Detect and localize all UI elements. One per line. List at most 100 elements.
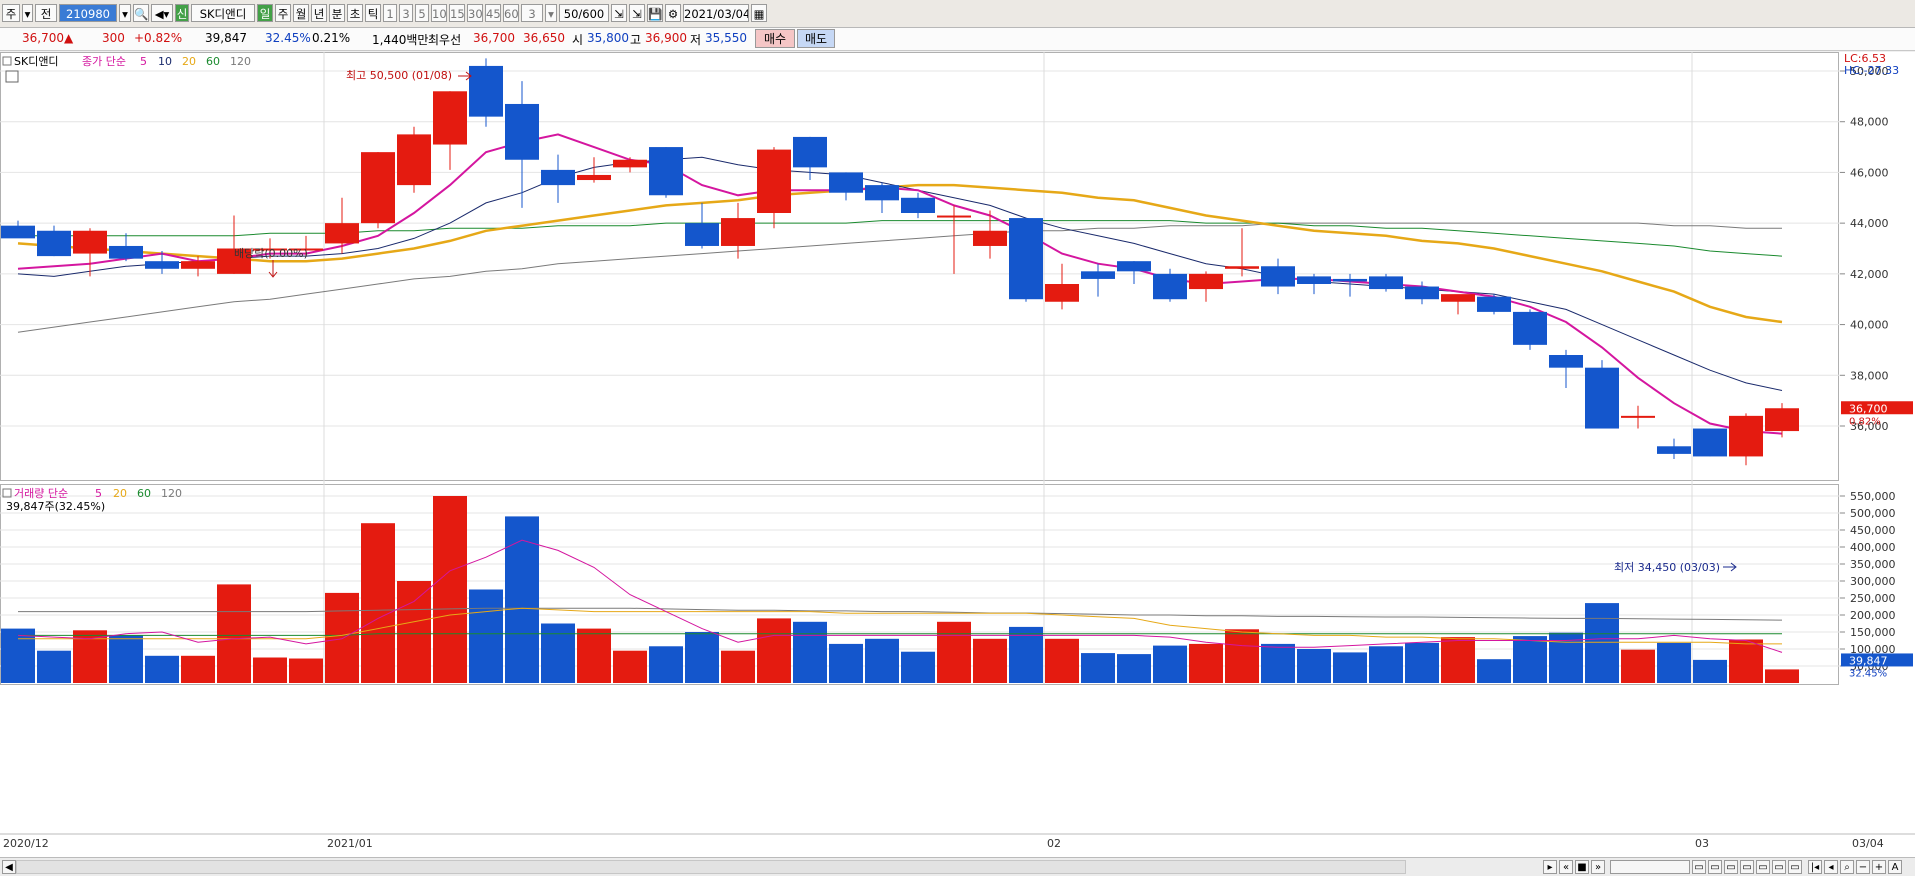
settings-icon[interactable]: ⚙ bbox=[665, 4, 681, 22]
volume-bar bbox=[901, 651, 935, 683]
volume-bar bbox=[1045, 638, 1079, 683]
stock-code-input[interactable]: 210980 bbox=[59, 4, 117, 22]
volume-bar bbox=[109, 635, 143, 683]
layout-icon[interactable]: ▭ bbox=[1756, 860, 1770, 874]
font-size-icon[interactable]: A bbox=[1888, 860, 1902, 874]
chart-area[interactable]: 36,000 38,000 40,000 42,000 44,000 46,000 48,0… bbox=[0, 52, 1915, 857]
scroll-left-button[interactable]: ◀ bbox=[2, 860, 16, 874]
volume-bar bbox=[1693, 659, 1727, 683]
price-legend-name: SK디앤디 bbox=[14, 55, 59, 68]
sound-icon[interactable]: ◀▾ bbox=[151, 4, 173, 22]
calendar-icon[interactable]: ▦ bbox=[751, 4, 767, 22]
period-month[interactable]: 월 bbox=[293, 4, 309, 22]
candle-body bbox=[145, 261, 179, 269]
volume-bar bbox=[217, 584, 251, 683]
volume-bar bbox=[613, 650, 647, 683]
layout-icon[interactable]: ▭ bbox=[1692, 860, 1706, 874]
chart-mode[interactable]: 전 bbox=[35, 4, 57, 22]
hc-label: HC:-27.33 bbox=[1844, 64, 1899, 77]
rewind-icon[interactable]: « bbox=[1559, 860, 1573, 874]
interval-45[interactable]: 45 bbox=[485, 4, 501, 22]
candle-body bbox=[1729, 415, 1763, 457]
zoom-slider[interactable] bbox=[1610, 860, 1690, 874]
zoom-in-icon[interactable]: + bbox=[1872, 860, 1886, 874]
compare-icon[interactable]: ⇲ bbox=[629, 4, 645, 22]
date-input[interactable]: 2021/03/04 bbox=[683, 4, 749, 22]
interval-5[interactable]: 5 bbox=[415, 4, 429, 22]
stop-icon[interactable]: ■ bbox=[1575, 860, 1589, 874]
search-icon[interactable]: ⌕ bbox=[1840, 860, 1854, 874]
volume-badge-pct: 32.45% bbox=[1849, 668, 1887, 679]
candle-body bbox=[1333, 278, 1367, 282]
period-tick[interactable]: 틱 bbox=[365, 4, 381, 22]
crosshair-icon[interactable]: ⇲ bbox=[611, 4, 627, 22]
period-year[interactable]: 년 bbox=[311, 4, 327, 22]
turnover-rate: 0.21% bbox=[312, 31, 351, 45]
volume-bar bbox=[397, 581, 431, 683]
candle-body bbox=[1585, 367, 1619, 429]
interval-1[interactable]: 1 bbox=[383, 4, 397, 22]
layout-icon[interactable]: ▭ bbox=[1708, 860, 1722, 874]
candle-body bbox=[1009, 218, 1043, 300]
stock-code-dropdown[interactable]: ▾ bbox=[119, 4, 131, 22]
prev-icon[interactable]: ◂ bbox=[1824, 860, 1838, 874]
candle-body bbox=[1693, 428, 1727, 457]
candle-body bbox=[1117, 261, 1151, 272]
chart-type-dropdown[interactable]: ▾ bbox=[22, 4, 33, 22]
volume-bar bbox=[253, 657, 287, 683]
sell-button[interactable]: 매도 bbox=[797, 29, 835, 48]
up-arrow-icon: ▲ bbox=[64, 31, 74, 45]
price-tick-label: 38,000 bbox=[1850, 369, 1889, 382]
stock-name[interactable]: SK디앤디 bbox=[191, 4, 255, 22]
interval-custom[interactable]: 3 bbox=[521, 4, 543, 22]
price-tick-label: 36,000 bbox=[1850, 420, 1889, 433]
search-icon[interactable]: 🔍 bbox=[133, 4, 149, 22]
new-badge[interactable]: 신 bbox=[175, 4, 189, 22]
interval-3[interactable]: 3 bbox=[399, 4, 413, 22]
layout-icon[interactable]: ▭ bbox=[1724, 860, 1738, 874]
period-week[interactable]: 주 bbox=[275, 4, 291, 22]
interval-30[interactable]: 30 bbox=[467, 4, 483, 22]
chart-svg[interactable]: 36,000 38,000 40,000 42,000 44,000 46,000 48,0… bbox=[0, 52, 1915, 857]
volume-tick-label: 500,000 bbox=[1850, 507, 1896, 520]
interval-60[interactable]: 60 bbox=[503, 4, 519, 22]
volume-legend-period: 5 bbox=[95, 487, 102, 500]
bid-price: 36,650 bbox=[523, 31, 565, 45]
price-panel bbox=[0, 52, 1839, 481]
volume-bar bbox=[289, 658, 323, 683]
period-second[interactable]: 초 bbox=[347, 4, 363, 22]
range-count[interactable]: 50/600 bbox=[559, 4, 609, 22]
bottom-scroll-bar: ◀ ▸ « ■ » ▭ ▭ ▭ ▭ ▭ ▭ ▭ |◂ ◂ ⌕ − + A bbox=[0, 857, 1915, 876]
toolbar: 주 ▾ 전 210980 ▾ 🔍 ◀▾ 신 SK디앤디 일 주 월 년 분 초 틱 1 3 5 10 15 30 45 60 3… bbox=[0, 0, 1915, 28]
volume-bar bbox=[1225, 629, 1259, 683]
volume-bar bbox=[1333, 652, 1367, 683]
buy-button[interactable]: 매수 bbox=[755, 29, 795, 48]
candle-body bbox=[1189, 273, 1223, 290]
interval-dropdown[interactable]: ▾ bbox=[545, 4, 557, 22]
volume-bar bbox=[181, 655, 215, 683]
candle-body bbox=[613, 159, 647, 168]
volume-tick-label: 350,000 bbox=[1850, 558, 1896, 571]
volume-badge-text: 39,847 bbox=[1849, 654, 1888, 667]
scroll-start-icon[interactable]: |◂ bbox=[1808, 860, 1822, 874]
interval-15[interactable]: 15 bbox=[449, 4, 465, 22]
interval-10[interactable]: 10 bbox=[431, 4, 447, 22]
scroll-end-icon[interactable]: ▸ bbox=[1543, 860, 1557, 874]
volume-bar bbox=[433, 496, 467, 683]
candle-body bbox=[721, 218, 755, 246]
forward-icon[interactable]: » bbox=[1591, 860, 1605, 874]
candle-body bbox=[793, 136, 827, 168]
horizontal-scrollbar[interactable] bbox=[16, 860, 1406, 874]
candle-body bbox=[325, 223, 359, 244]
volume-bar bbox=[1405, 642, 1439, 683]
period-minute[interactable]: 분 bbox=[329, 4, 345, 22]
chart-type-select[interactable]: 주 bbox=[2, 4, 20, 22]
layout-icon[interactable]: ▭ bbox=[1772, 860, 1786, 874]
zoom-out-icon[interactable]: − bbox=[1856, 860, 1870, 874]
period-day[interactable]: 일 bbox=[257, 4, 273, 22]
save-icon[interactable]: 💾 bbox=[647, 4, 663, 22]
layout-icon[interactable]: ▭ bbox=[1740, 860, 1754, 874]
low-annotation: 최저 34,450 (03/03) bbox=[1614, 561, 1720, 574]
layout-icon[interactable]: ▭ bbox=[1788, 860, 1802, 874]
price-legend-period: 20 bbox=[182, 55, 196, 68]
